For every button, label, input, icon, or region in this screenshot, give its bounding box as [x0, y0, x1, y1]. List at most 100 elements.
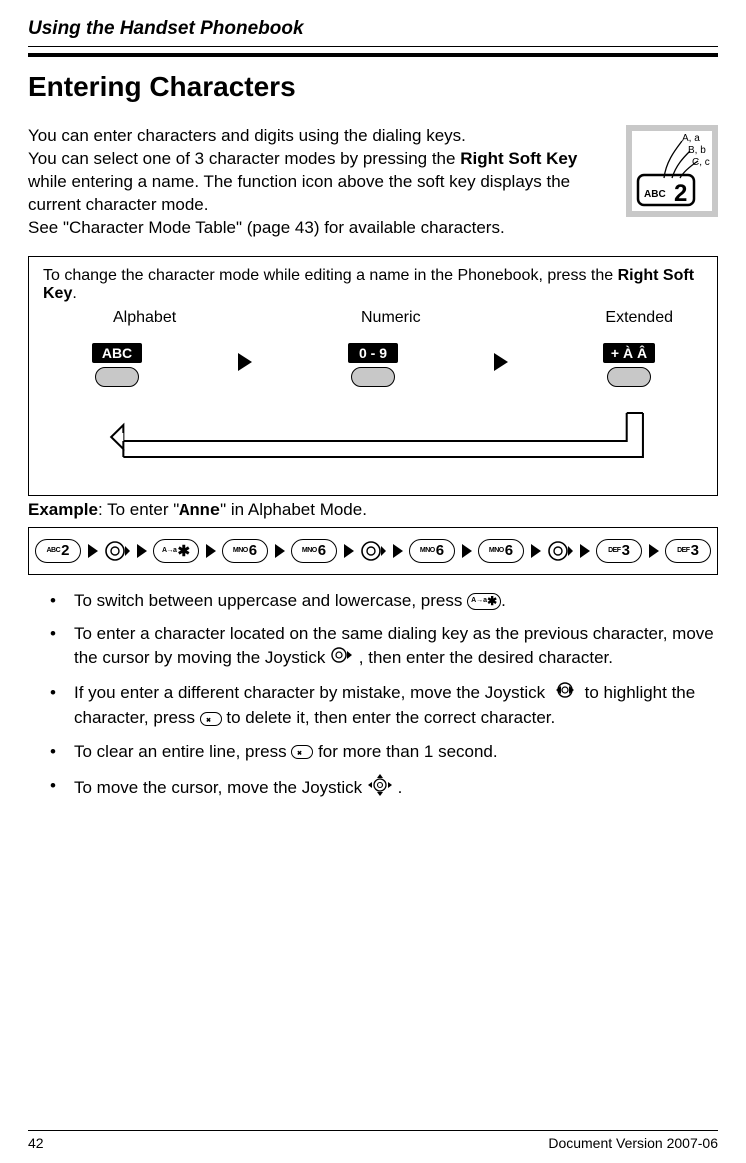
seq-key-3-2: DEF3: [665, 539, 711, 563]
seq-arrow-3: [206, 544, 216, 558]
seq-key-3-2-big: 3: [691, 542, 699, 559]
mode-labels-row: Alphabet Numeric Extended: [43, 309, 703, 327]
seq-key-6-1-small: MNO: [233, 547, 248, 554]
seq-key-6-2: MNO6: [291, 539, 337, 563]
seq-key-2-small: ABC: [46, 547, 60, 554]
b2b: , then enter the desired character.: [354, 648, 613, 667]
chip-numeric: 0 - 9: [348, 343, 398, 363]
b3c: to delete it, then enter the correct cha…: [222, 708, 556, 727]
mode-cap-b: .: [72, 285, 76, 302]
intro-line3: See "Character Mode Table" (page 43) for…: [28, 218, 505, 237]
arrow-right-icon-2: [494, 353, 508, 371]
seq-key-6-4: MNO6: [478, 539, 524, 563]
label-numeric: Numeric: [361, 309, 421, 327]
b4a: To clear an entire line, press: [74, 742, 291, 761]
b1a: To switch between uppercase and lowercas…: [74, 591, 467, 610]
mode-icon-extended: + À Â: [591, 343, 667, 387]
seq-arrow-6: [393, 544, 403, 558]
glyph-b: B, b: [688, 145, 706, 156]
seq-arrow-8: [531, 544, 541, 558]
b1b: .: [501, 591, 506, 610]
seq-key-star: A→a✱: [153, 539, 199, 563]
bullet-1: To switch between uppercase and lowercas…: [50, 589, 718, 613]
clear-key-icon-2: ✖: [291, 745, 313, 759]
key-small-label: ABC: [644, 189, 666, 200]
mode-icons-row: ABC 0 - 9 + À Â: [79, 343, 667, 403]
key-sequence-box: ABC2 A→a✱ MNO6 MNO6 MNO6 MNO6 DEF3 DEF3: [28, 527, 718, 575]
bullet-4: To clear an entire line, press ✖ for mor…: [50, 740, 718, 764]
intro-line1: You can enter characters and digits usin…: [28, 126, 466, 145]
mode-icon-alphabet: ABC: [79, 343, 155, 387]
joystick-horizontal-icon: [551, 681, 579, 706]
seq-arrow-1: [88, 544, 98, 558]
seq-key-6-2-big: 6: [318, 542, 326, 559]
page: Using the Handset Phonebook Entering Cha…: [0, 0, 746, 1163]
example-line: Example: To enter "Anne" in Alphabet Mod…: [28, 500, 718, 521]
bullet-5: To move the cursor, move the Joystick .: [50, 774, 718, 803]
chip-alphabet: ABC: [92, 343, 142, 363]
mode-icon-numeric: 0 - 9: [335, 343, 411, 387]
b3a: If you enter a different character by mi…: [74, 683, 550, 702]
seq-key-6-1: MNO6: [222, 539, 268, 563]
seq-key-6-2-small: MNO: [302, 547, 317, 554]
seq-arrow-4: [275, 544, 285, 558]
mode-cap-a: To change the character mode while editi…: [43, 267, 618, 284]
seq-arrow-5: [344, 544, 354, 558]
svg-text:✖: ✖: [297, 750, 302, 756]
joystick-all-directions-icon: [368, 774, 392, 803]
bullet-2: To enter a character located on the same…: [50, 622, 718, 671]
seq-key-star-big: ✱: [177, 542, 190, 560]
cycle-return-arrow: [99, 431, 647, 477]
inline-star-small: A→a: [471, 596, 487, 606]
intro-rsk-bold: Right Soft Key: [460, 149, 577, 168]
softkey-shape-2: [351, 367, 395, 387]
intro-line2a: You can select one of 3 character modes …: [28, 149, 460, 168]
seq-arrow-10: [649, 544, 659, 558]
label-alphabet: Alphabet: [113, 309, 176, 327]
seq-key-star-small: A→a: [162, 547, 176, 554]
seq-key-6-3: MNO6: [409, 539, 455, 563]
example-mono: Anne: [179, 502, 220, 521]
clear-key-icon-1: ✖: [200, 712, 222, 726]
seq-joystick-right-2: [360, 538, 386, 564]
mode-caption: To change the character mode while editi…: [43, 267, 703, 303]
inline-star-big: ✱: [487, 593, 497, 610]
footer-page-number: 42: [28, 1135, 44, 1151]
seq-joystick-right-1: [104, 538, 130, 564]
svg-text:✖: ✖: [206, 717, 211, 723]
seq-key-6-4-big: 6: [505, 542, 513, 559]
seq-key-3-2-small: DEF: [677, 547, 690, 554]
page-footer: 42 Document Version 2007-06: [28, 1130, 718, 1151]
seq-key-3-1-small: DEF: [608, 547, 621, 554]
footer-doc-version: Document Version 2007-06: [548, 1135, 718, 1151]
seq-key-3-1-big: 3: [622, 542, 630, 559]
character-mode-box: To change the character mode while editi…: [28, 256, 718, 496]
intro-text: You can enter characters and digits usin…: [28, 125, 616, 240]
double-rule: [28, 53, 718, 57]
glyph-c: C, c: [692, 157, 710, 168]
inline-star-key-icon: A→a✱: [467, 593, 501, 610]
bullet-3: If you enter a different character by mi…: [50, 681, 718, 730]
b5b: .: [393, 778, 402, 797]
example-suffix: " in Alphabet Mode.: [220, 500, 367, 519]
arrow-right-icon-1: [238, 353, 252, 371]
running-head: Using the Handset Phonebook: [28, 18, 718, 47]
intro-line2b: while entering a name. The function icon…: [28, 172, 570, 214]
seq-arrow-9: [580, 544, 590, 558]
seq-joystick-right-3: [547, 538, 573, 564]
bullet-list: To switch between uppercase and lowercas…: [28, 589, 718, 803]
seq-key-2-big: 2: [61, 542, 69, 559]
softkey-shape-3: [607, 367, 651, 387]
joystick-right-icon: [331, 646, 353, 671]
softkey-shape-1: [95, 367, 139, 387]
seq-key-6-4-small: MNO: [489, 547, 504, 554]
chip-extended: + À Â: [603, 343, 655, 363]
example-mid: : To enter ": [98, 500, 179, 519]
example-bold: Example: [28, 500, 98, 519]
key-2-illustration: ABC 2 A, a B, b C, c: [626, 125, 718, 217]
key-big-label: 2: [674, 180, 687, 207]
seq-key-3-1: DEF3: [596, 539, 642, 563]
intro-row: You can enter characters and digits usin…: [28, 125, 718, 240]
seq-key-2: ABC2: [35, 539, 81, 563]
seq-key-6-1-big: 6: [249, 542, 257, 559]
